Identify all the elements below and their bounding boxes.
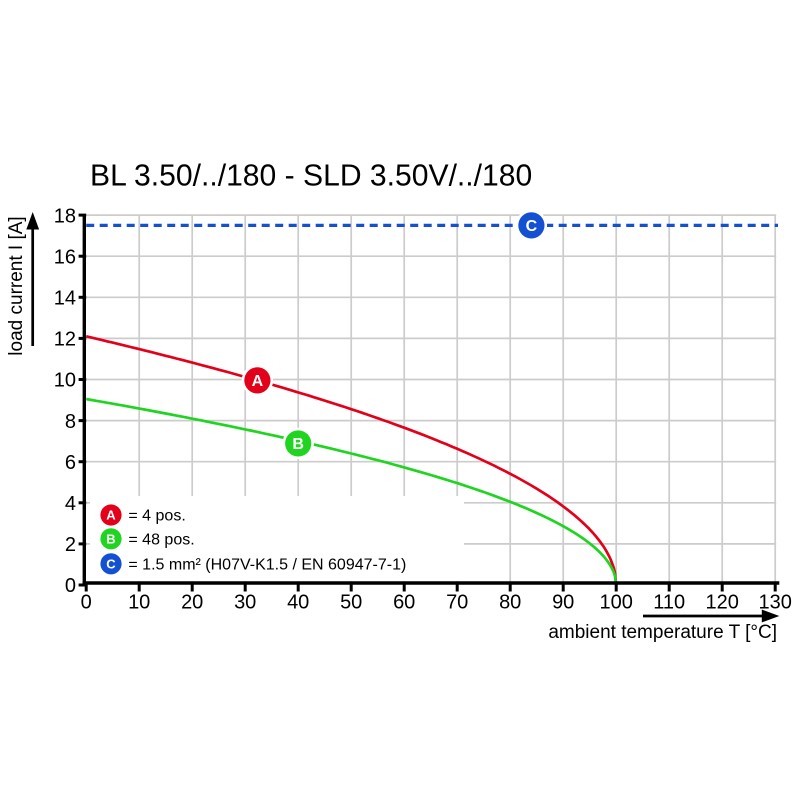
svg-text:2: 2 xyxy=(65,534,76,556)
svg-text:B: B xyxy=(292,436,304,453)
svg-text:C: C xyxy=(526,218,538,235)
svg-text:ambient temperature T [°C]: ambient temperature T [°C] xyxy=(548,622,777,643)
svg-text:A: A xyxy=(106,508,116,523)
svg-text:40: 40 xyxy=(287,592,309,614)
svg-text:60: 60 xyxy=(393,592,415,614)
svg-text:90: 90 xyxy=(552,592,574,614)
svg-text:18: 18 xyxy=(54,205,76,227)
svg-text:110: 110 xyxy=(653,592,685,614)
svg-text:C: C xyxy=(106,557,116,572)
svg-text:30: 30 xyxy=(234,592,256,614)
svg-text:20: 20 xyxy=(181,592,203,614)
svg-text:= 48 pos.: = 48 pos. xyxy=(128,532,194,549)
svg-text:A: A xyxy=(252,373,264,390)
svg-text:load current I [A]: load current I [A] xyxy=(6,216,27,355)
svg-text:100: 100 xyxy=(600,592,633,614)
svg-text:12: 12 xyxy=(54,329,76,351)
svg-text:= 4 pos.: = 4 pos. xyxy=(128,508,185,525)
svg-text:10: 10 xyxy=(54,370,76,392)
svg-text:6: 6 xyxy=(65,452,76,474)
svg-text:BL 3.50/../180 - SLD 3.50V/../: BL 3.50/../180 - SLD 3.50V/../180 xyxy=(90,160,532,193)
svg-text:70: 70 xyxy=(446,592,468,614)
svg-text:130: 130 xyxy=(759,592,792,614)
svg-text:8: 8 xyxy=(65,411,76,433)
svg-text:10: 10 xyxy=(128,592,150,614)
svg-text:14: 14 xyxy=(54,288,76,310)
svg-text:120: 120 xyxy=(706,592,739,614)
svg-text:B: B xyxy=(106,532,115,547)
svg-text:= 1.5 mm² (H07V-K1.5 / EN 6094: = 1.5 mm² (H07V-K1.5 / EN 60947-7-1) xyxy=(128,557,406,574)
svg-text:4: 4 xyxy=(65,493,76,515)
svg-text:16: 16 xyxy=(54,246,76,268)
svg-text:50: 50 xyxy=(340,592,362,614)
svg-text:0: 0 xyxy=(81,592,92,614)
svg-text:80: 80 xyxy=(499,592,521,614)
svg-text:0: 0 xyxy=(65,575,76,597)
